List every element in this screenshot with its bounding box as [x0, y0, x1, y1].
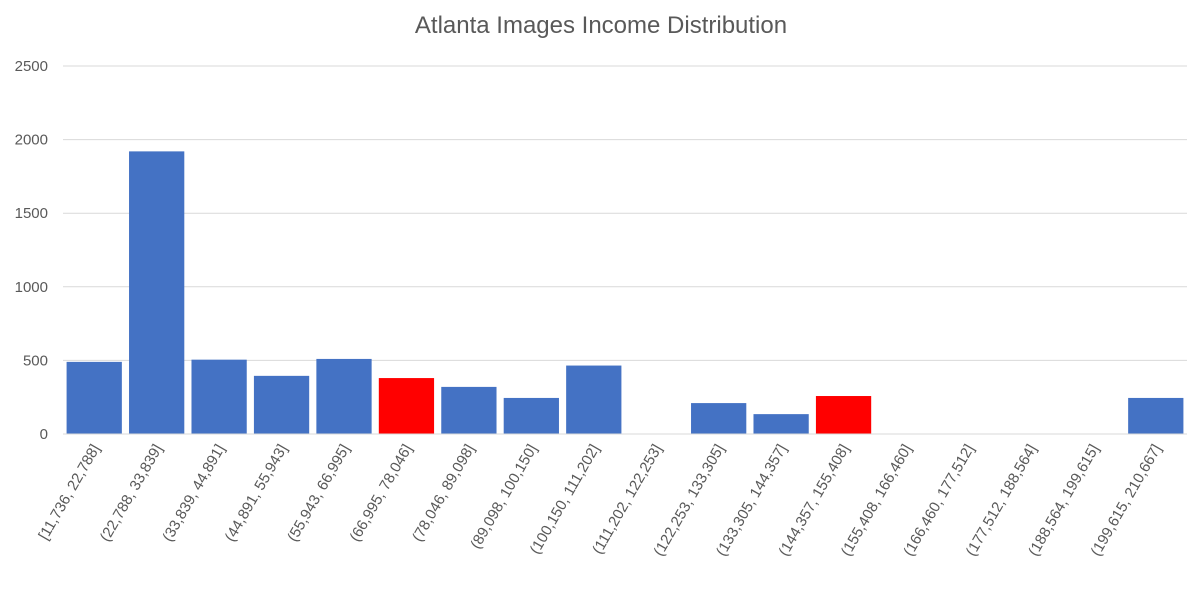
bar — [1128, 397, 1184, 434]
x-tick-label: (133,305, 144,357] — [713, 442, 791, 560]
x-tick-label: (55,943, 66,995] — [284, 442, 353, 545]
x-tick-label: (155,408, 166,460] — [838, 442, 916, 560]
bar — [378, 378, 435, 434]
x-axis-labels: [11,736, 22,788](22,788, 33,839](33,839,… — [35, 442, 1165, 560]
bar — [753, 414, 809, 434]
x-tick-label: (199,615, 210,667] — [1088, 442, 1166, 560]
gridlines — [63, 65, 1187, 361]
bar — [815, 396, 872, 434]
x-tick-label: [11,736, 22,788] — [35, 442, 103, 543]
x-tick-label: (22,788, 33,839] — [97, 442, 166, 545]
bar — [66, 361, 122, 434]
y-tick-label: 2000 — [15, 132, 48, 149]
x-tick-label: (89,098, 100,150] — [467, 442, 541, 552]
x-tick-label: (188,564, 199,615] — [1025, 442, 1103, 560]
y-tick-label: 1000 — [15, 279, 48, 296]
bar — [191, 359, 247, 434]
bar — [566, 365, 622, 434]
y-axis-ticks: 0 500 1000 1500 2000 2500 — [15, 58, 48, 443]
x-tick-label: (33,839, 44,891] — [159, 442, 228, 545]
x-tick-label: (166,460, 177,512] — [900, 442, 978, 560]
x-tick-label: (177,512, 188,564] — [963, 442, 1041, 560]
y-tick-label: 500 — [23, 352, 48, 369]
bar — [441, 386, 497, 434]
x-tick-label: (78,046, 89,098] — [409, 442, 478, 545]
bar — [316, 358, 372, 434]
x-tick-label: (111,202, 122,253] — [589, 442, 666, 558]
x-tick-label: (144,357, 155,408] — [775, 442, 853, 560]
bar — [691, 403, 747, 434]
x-tick-label: (44,891, 55,943] — [222, 442, 291, 545]
y-tick-label: 1500 — [15, 205, 48, 222]
x-tick-label: (100,150, 111,202] — [527, 442, 604, 558]
y-tick-label: 2500 — [15, 58, 48, 75]
bar — [253, 375, 310, 434]
bar — [129, 151, 185, 434]
x-tick-label: (122,253, 133,305] — [650, 442, 728, 560]
bar — [503, 397, 559, 434]
chart-title: Atlanta Images Income Distribution — [414, 12, 788, 39]
x-tick-label: (66,995, 78,046] — [347, 442, 416, 545]
bars — [66, 151, 1184, 434]
y-tick-label: 0 — [40, 426, 48, 443]
